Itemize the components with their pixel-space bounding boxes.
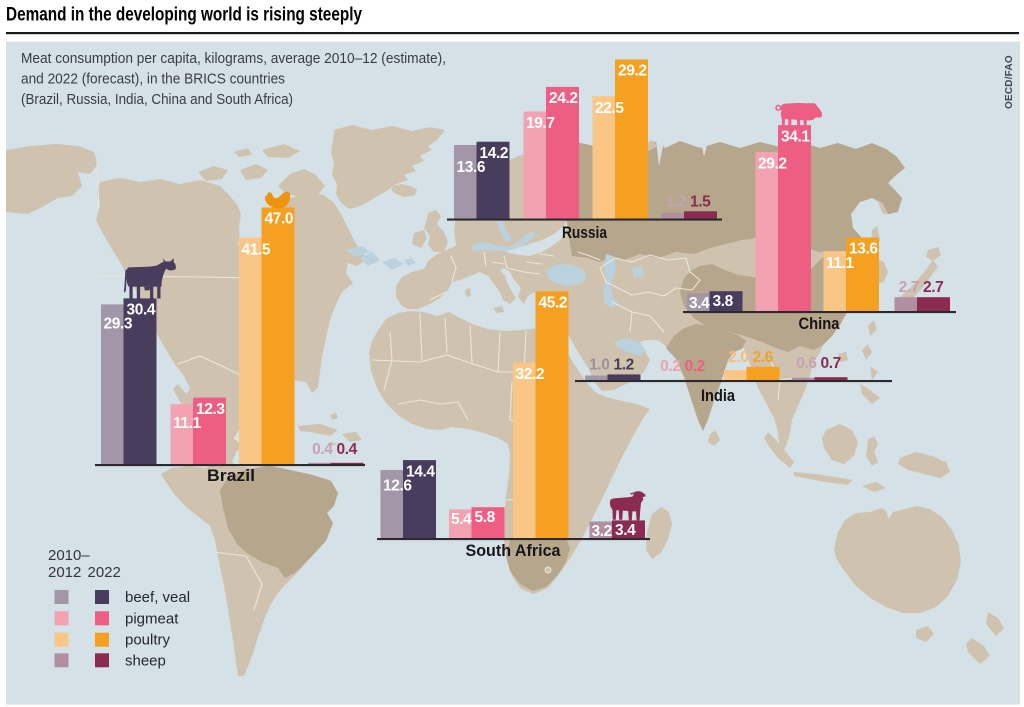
svg-text:19.7: 19.7	[526, 115, 555, 132]
svg-text:47.0: 47.0	[265, 211, 294, 228]
svg-text:5.4: 5.4	[451, 511, 472, 528]
svg-text:(Brazil, Russia, India, China: (Brazil, Russia, India, China and South …	[21, 92, 293, 108]
svg-text:1.2: 1.2	[666, 193, 686, 210]
svg-text:2012: 2012	[48, 564, 81, 581]
svg-text:22.5: 22.5	[595, 100, 624, 117]
svg-text:2.0: 2.0	[728, 349, 748, 366]
svg-text:2010–: 2010–	[48, 547, 90, 564]
svg-text:3.4: 3.4	[615, 522, 636, 539]
svg-text:Meat consumption per capita, k: Meat consumption per capita, kilograms, …	[21, 51, 446, 67]
svg-text:12.3: 12.3	[196, 401, 225, 418]
svg-text:OECD/FAO: OECD/FAO	[1004, 55, 1015, 109]
svg-text:14.2: 14.2	[480, 145, 509, 162]
svg-text:0.2: 0.2	[685, 358, 705, 375]
svg-text:13.6: 13.6	[849, 241, 878, 258]
svg-text:South Africa: South Africa	[466, 541, 562, 560]
svg-text:24.2: 24.2	[549, 90, 578, 107]
svg-text:5.8: 5.8	[475, 509, 496, 526]
svg-text:29.2: 29.2	[758, 156, 787, 173]
svg-text:sheep: sheep	[125, 652, 166, 669]
svg-text:0.7: 0.7	[821, 355, 841, 372]
svg-text:2.7: 2.7	[899, 279, 919, 296]
svg-text:12.6: 12.6	[383, 477, 412, 494]
svg-text:China: China	[799, 314, 840, 333]
svg-text:and 2022 (forecast), in the BR: and 2022 (forecast), in the BRICS countr…	[21, 72, 285, 88]
svg-text:0.4: 0.4	[312, 441, 333, 458]
svg-text:29.3: 29.3	[104, 316, 133, 333]
svg-text:Brazil: Brazil	[207, 466, 255, 485]
svg-text:3.2: 3.2	[592, 523, 612, 540]
svg-text:11.1: 11.1	[173, 415, 201, 432]
svg-text:1.5: 1.5	[690, 193, 711, 210]
svg-text:2022: 2022	[88, 564, 121, 581]
svg-text:41.5: 41.5	[242, 241, 271, 258]
svg-text:1.0: 1.0	[589, 356, 609, 373]
svg-text:13.6: 13.6	[457, 159, 486, 176]
svg-text:0.6: 0.6	[796, 355, 817, 372]
svg-text:29.2: 29.2	[618, 63, 647, 80]
svg-text:pigmeat: pigmeat	[125, 610, 179, 627]
svg-text:11.1: 11.1	[826, 255, 854, 272]
svg-text:14.4: 14.4	[406, 463, 435, 480]
svg-text:34.1: 34.1	[781, 128, 810, 145]
svg-text:3.4: 3.4	[689, 295, 710, 312]
svg-text:3.8: 3.8	[713, 293, 734, 310]
svg-text:30.4: 30.4	[127, 302, 156, 319]
svg-text:1.2: 1.2	[614, 356, 634, 373]
svg-text:0.2: 0.2	[660, 358, 680, 375]
svg-text:32.2: 32.2	[516, 366, 545, 383]
svg-text:poultry: poultry	[125, 632, 171, 649]
svg-text:0.4: 0.4	[337, 441, 358, 458]
svg-text:beef, veal: beef, veal	[125, 589, 190, 606]
svg-text:Russia: Russia	[562, 223, 607, 242]
svg-text:2.7: 2.7	[923, 279, 943, 296]
svg-text:45.2: 45.2	[539, 295, 568, 312]
svg-text:Demand in the developing world: Demand in the developing world is rising…	[6, 5, 362, 26]
svg-text:2.6: 2.6	[753, 349, 774, 366]
svg-text:India: India	[701, 386, 735, 405]
